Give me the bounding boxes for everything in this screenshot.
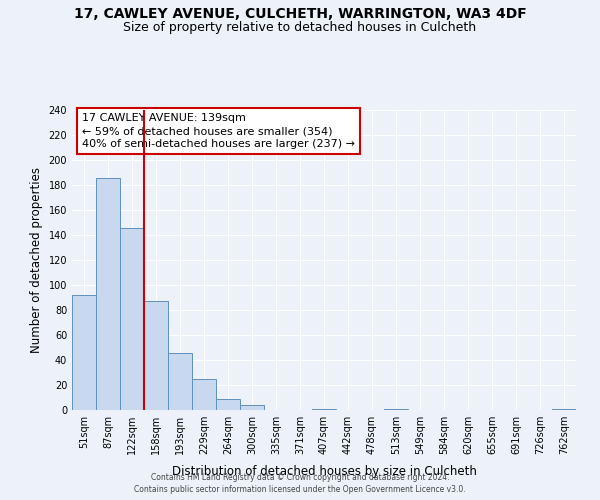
Text: Contains HM Land Registry data © Crown copyright and database right 2024.
Contai: Contains HM Land Registry data © Crown c… [134, 472, 466, 494]
Bar [552, 409, 576, 410]
Bar [168, 352, 192, 410]
Bar [120, 228, 144, 410]
Bar [192, 379, 216, 410]
Bar [312, 409, 336, 410]
Bar [72, 295, 96, 410]
Text: Size of property relative to detached houses in Culcheth: Size of property relative to detached ho… [124, 21, 476, 34]
Text: Distribution of detached houses by size in Culcheth: Distribution of detached houses by size … [172, 464, 476, 477]
Bar [96, 178, 120, 410]
Bar [216, 399, 240, 410]
Bar [384, 409, 408, 410]
Bar [240, 405, 264, 410]
Y-axis label: Number of detached properties: Number of detached properties [30, 167, 43, 353]
Text: 17, CAWLEY AVENUE, CULCHETH, WARRINGTON, WA3 4DF: 17, CAWLEY AVENUE, CULCHETH, WARRINGTON,… [74, 8, 526, 22]
Bar [144, 301, 168, 410]
Text: 17 CAWLEY AVENUE: 139sqm
← 59% of detached houses are smaller (354)
40% of semi-: 17 CAWLEY AVENUE: 139sqm ← 59% of detach… [82, 113, 355, 150]
